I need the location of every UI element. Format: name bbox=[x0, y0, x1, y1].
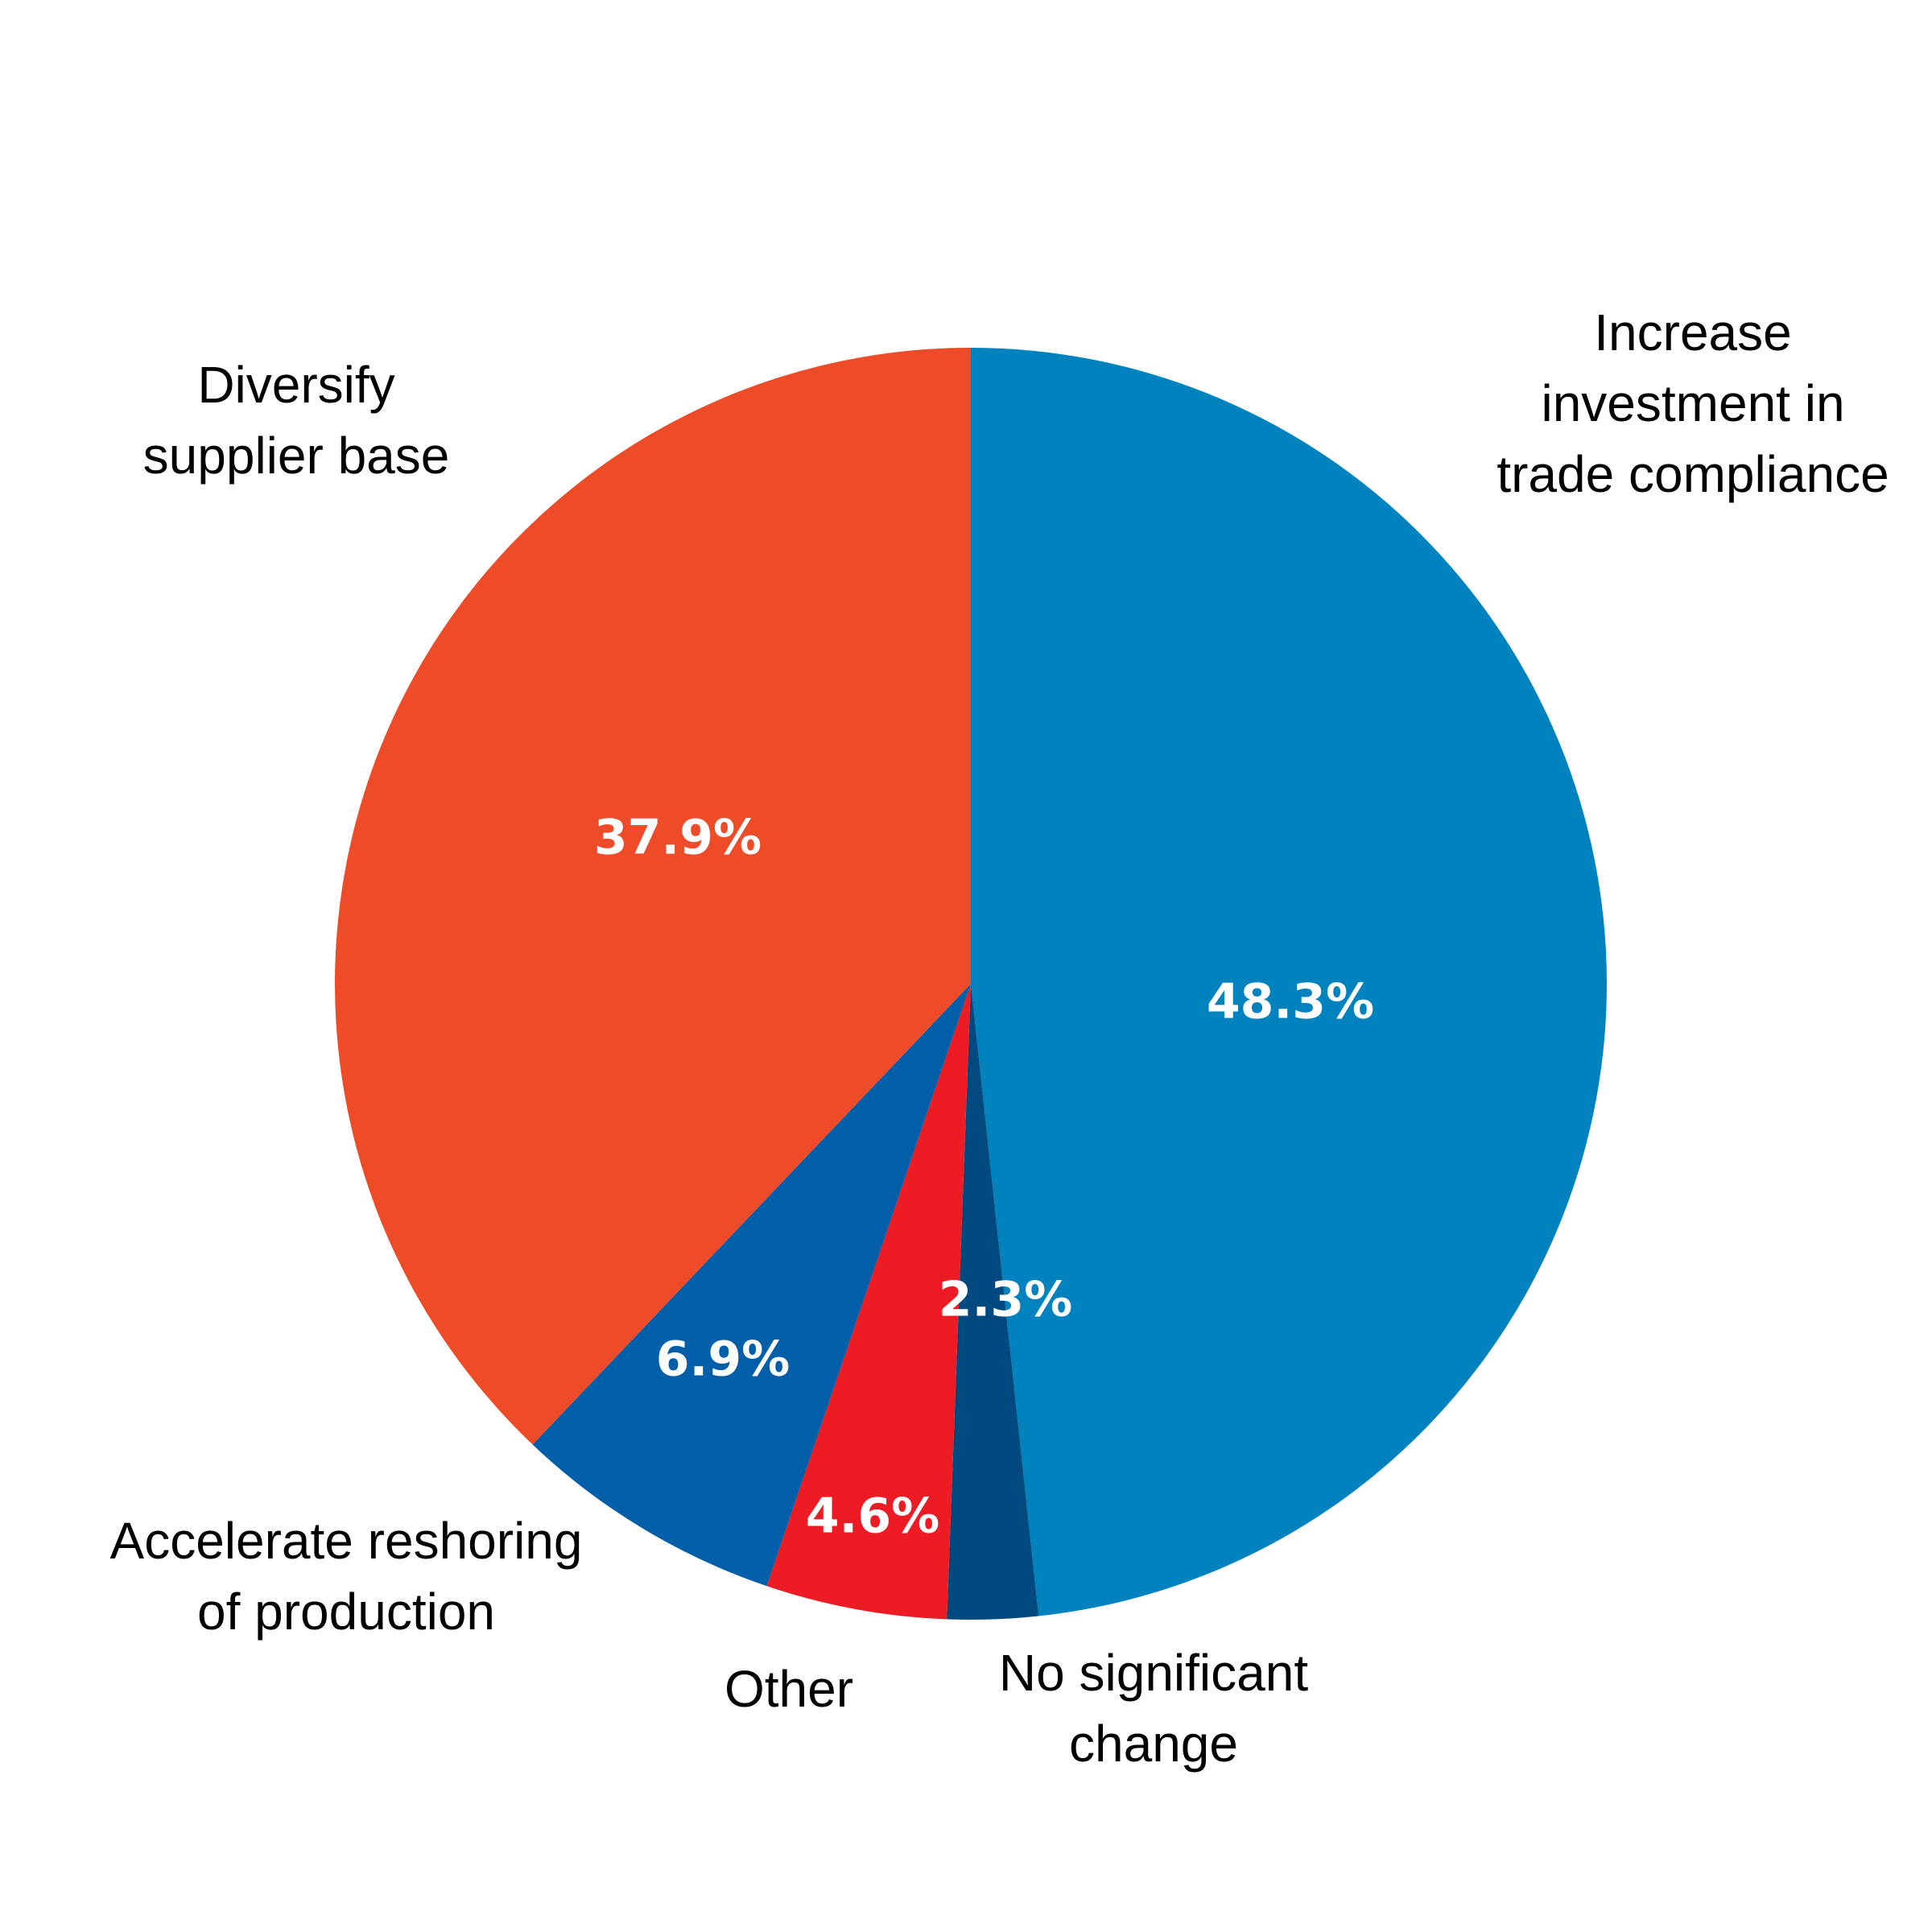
pie-slices bbox=[334, 348, 1608, 1620]
value-label-no-significant-change: 2.3% bbox=[939, 1272, 1072, 1328]
pie-slice-other bbox=[766, 984, 971, 1620]
category-label-accelerate-reshoring-of-production: Accelerate reshoring of production bbox=[110, 1512, 583, 1641]
value-label-diversify-supplier-base: 37.9% bbox=[594, 810, 762, 866]
value-labels: 48.3% 2.3% 4.6% 6.9% 37.9% bbox=[594, 810, 1374, 1545]
category-label-other: Other bbox=[724, 1660, 853, 1718]
value-label-increase-investment-in-trade-compliance: 48.3% bbox=[1207, 974, 1374, 1030]
value-label-other: 4.6% bbox=[806, 1488, 939, 1545]
category-label-no-significant-change: No significant change bbox=[999, 1644, 1308, 1773]
pie-slice-accelerate-reshoring-of-production bbox=[532, 984, 971, 1587]
pie-slice-increase-investment-in-trade-compliance bbox=[971, 348, 1608, 1616]
category-label-increase-investment-in-trade-compliance: Increase investment in trade compliance bbox=[1496, 303, 1889, 503]
category-labels: Increase investment in trade compliance No … bbox=[110, 303, 1889, 1773]
pie-slice-diversify-supplier-base bbox=[334, 348, 971, 1445]
value-label-accelerate-reshoring-of-production: 6.9% bbox=[656, 1331, 790, 1388]
pie-slice-no-significant-change bbox=[947, 984, 1039, 1620]
category-label-diversify-supplier-base: Diversify supplier base bbox=[143, 356, 450, 485]
